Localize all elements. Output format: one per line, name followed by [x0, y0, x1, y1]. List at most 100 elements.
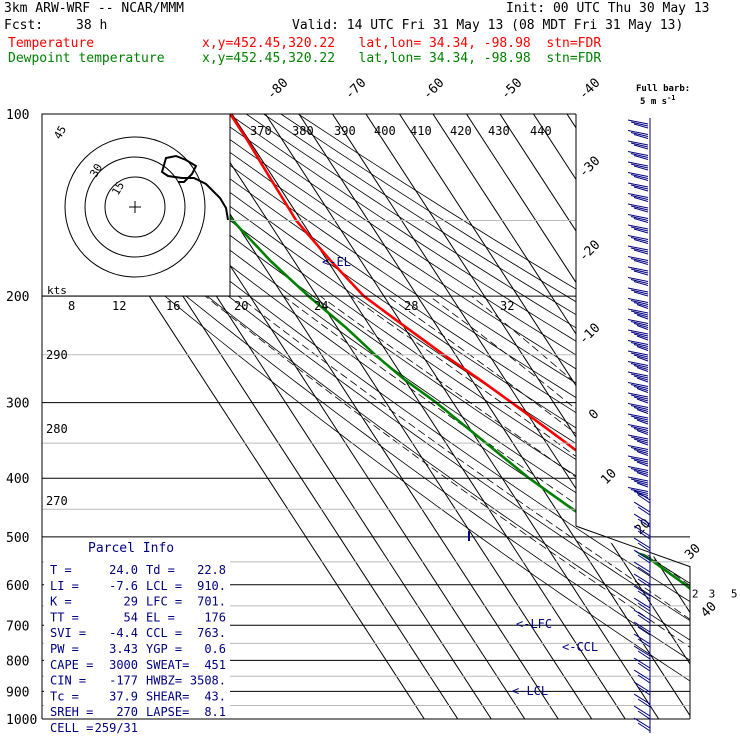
theta-label: 410: [410, 124, 432, 138]
wind-barb-flag: [633, 597, 651, 609]
wind-barb-flag: [633, 549, 651, 561]
wind-barb-flag: [636, 472, 649, 477]
wind-barb-flag: [630, 289, 649, 295]
theta-label: 380: [292, 124, 314, 138]
wind-barb-flag: [633, 323, 649, 328]
wind-barb-flag: [633, 123, 649, 129]
temp-tick-label: 30: [682, 541, 704, 563]
wind-barb-flag: [637, 614, 651, 624]
pressure-tick-label: 800: [6, 654, 29, 669]
parcel-row-value: 43.: [204, 689, 226, 703]
wind-barb-flag: [630, 478, 649, 484]
wind-barb-flag: [630, 426, 649, 431]
moist-adiabat: [238, 295, 690, 719]
parcel-row-value: 910.: [197, 579, 226, 593]
level-marker-ccl: <-CCL: [562, 640, 598, 654]
dry-adiabat: [245, 114, 690, 719]
pressure-tick-label: 300: [6, 397, 29, 412]
wind-barb-flag: [627, 182, 649, 188]
wind-barb-flag: [636, 409, 649, 414]
wind-barb-flag: [630, 436, 649, 442]
wind-barb-flag: [633, 260, 649, 265]
wind-barb-flag: [633, 417, 649, 423]
wind-barb-flag: [630, 457, 649, 463]
wind-barb-flag: [630, 342, 649, 347]
hodograph-ring-label: 45: [51, 124, 69, 142]
dew-legend-label: Dewpoint temperature: [8, 51, 165, 66]
wind-barb-flag: [633, 669, 651, 681]
hodograph-speed-label: 20: [234, 299, 248, 313]
wind-barb-flag: [633, 239, 649, 244]
parcel-row-value: 763.: [197, 626, 226, 640]
wind-barb-flag: [630, 279, 649, 284]
parcel-row-label: Td =: [146, 563, 175, 577]
parcel-row-label: SREH =: [50, 705, 93, 719]
wind-barb-flag: [633, 186, 649, 192]
wind-barb-flag: [633, 165, 649, 171]
wind-barb-flag: [627, 119, 649, 125]
wind-barb-flag: [630, 489, 649, 494]
wind-barb-flag: [630, 184, 649, 190]
temp-tick-label: -10: [576, 321, 603, 348]
wind-barb-flag: [633, 470, 649, 475]
dry-adiabat: [263, 114, 690, 719]
wind-barb-flag: [630, 237, 649, 242]
wind-barb-flag: [633, 681, 651, 693]
dry-adiabat: [193, 114, 690, 719]
wind-barb-flag: [630, 331, 649, 337]
moist-adiabat: [283, 295, 690, 719]
wind-barb-flag: [636, 440, 649, 446]
wind-barb-flag: [633, 428, 649, 433]
wind-barb-flag: [627, 277, 649, 282]
parcel-row-value: 176: [204, 610, 226, 624]
temp-tick-label: -20: [576, 238, 603, 265]
wind-barb-flag: [630, 258, 649, 263]
hodograph-speed-label: 12: [112, 299, 126, 313]
wind-barb-flag: [630, 247, 649, 253]
wind-barb-flag: [637, 662, 651, 672]
parcel-row-label: CAPE =: [50, 658, 93, 672]
wind-barb-flag: [627, 424, 649, 429]
wind-barb-flag: [637, 506, 651, 516]
barb-legend-2: 5 m s-1: [640, 94, 676, 107]
temp-tick-label: -70: [342, 76, 369, 103]
isotherm-line: [533, 114, 690, 719]
wind-barb-flag: [637, 590, 651, 600]
wind-barb-flag: [637, 674, 651, 684]
moist-adiabat: [350, 295, 690, 719]
hodograph-speed-label: 28: [404, 299, 418, 313]
wind-barb-flag: [633, 155, 649, 160]
wind-barb-flag: [627, 140, 649, 146]
moist-adiabat: [319, 295, 690, 719]
pressure-tick-label: 200: [6, 290, 29, 305]
wind-barb-flag: [636, 430, 649, 435]
temp-legend-label: Temperature: [8, 36, 95, 51]
isotherm-line: [164, 114, 559, 719]
wind-barb-flag: [630, 121, 649, 127]
wind-barb-flag: [633, 302, 649, 307]
wind-barb-flag: [633, 501, 651, 513]
parcel-row-label: Tc =: [50, 689, 79, 703]
parcel-row-label: LAPSE=: [146, 705, 189, 719]
wind-barb-flag: [630, 468, 649, 473]
moist-adiabat-label: 270: [46, 494, 68, 508]
wind-barb-flag: [637, 722, 651, 732]
level-marker-lcl: <-LCL: [512, 684, 548, 698]
wind-barb-flag: [633, 207, 649, 213]
wind-barb-flag: [630, 405, 649, 410]
hodograph-ring: [104, 176, 166, 238]
hodograph-ring: [64, 136, 206, 278]
wind-barb-flag: [633, 218, 649, 223]
wind-barb-flag: [633, 645, 651, 657]
wind-barb-flag: [633, 291, 649, 297]
parcel-row-value: -4.4: [109, 626, 138, 640]
parcel-row-label: SWEAT=: [146, 658, 189, 672]
wind-barb-flag: [627, 161, 649, 167]
wind-barb-flag: [633, 693, 651, 705]
parcel-row-label: TT =: [50, 610, 79, 624]
theta-label: 440: [530, 124, 552, 138]
wind-barb-flag: [630, 153, 649, 158]
parcel-row-value: 3000: [109, 658, 138, 672]
wind-barb-flag: [633, 489, 651, 501]
parcel-row-label: HWBZ=: [146, 674, 182, 688]
